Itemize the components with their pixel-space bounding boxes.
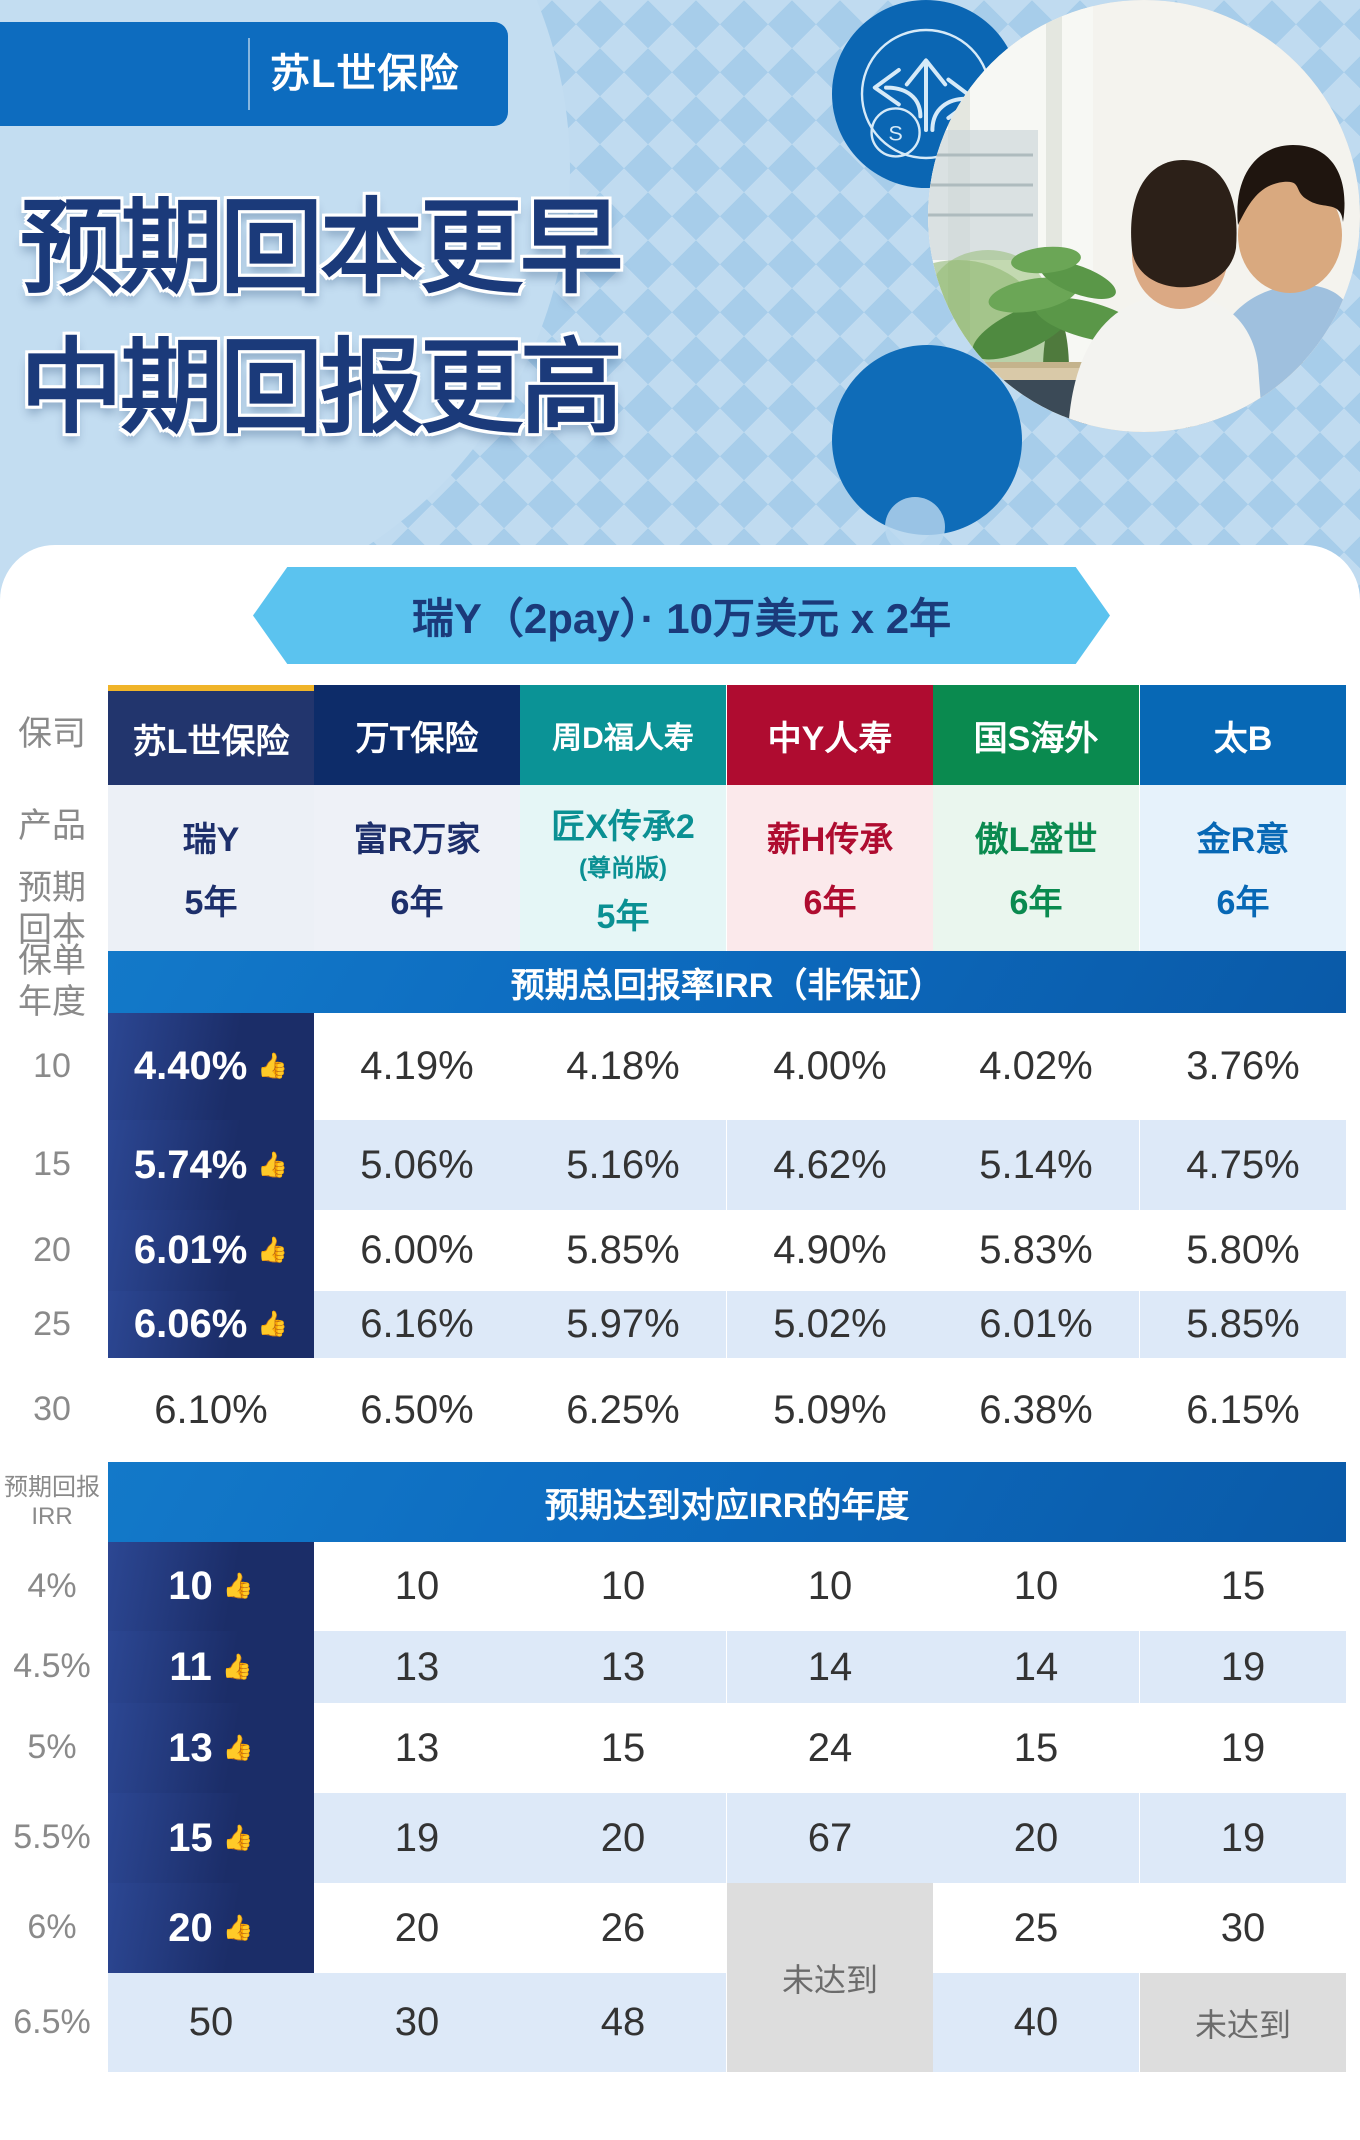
svg-text:S: S	[888, 120, 902, 145]
